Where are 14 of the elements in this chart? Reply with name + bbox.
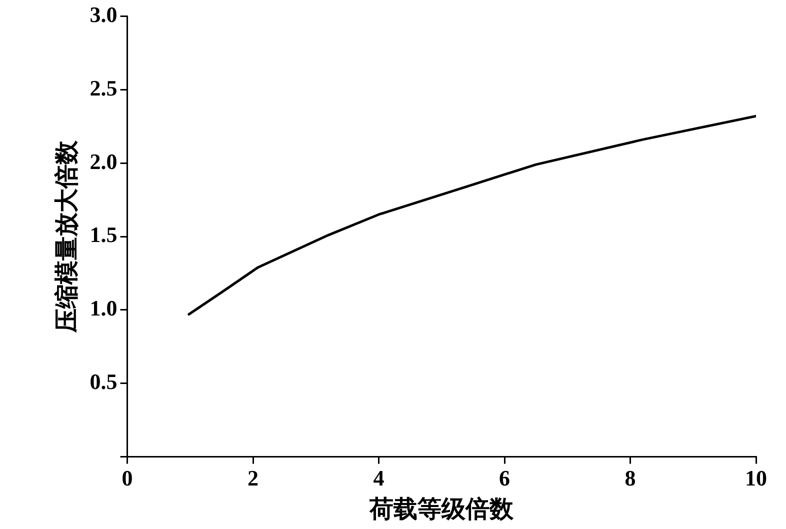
x-tick-label: 0 — [122, 466, 133, 491]
y-tick-label: 1.0 — [90, 296, 118, 321]
x-tick-label: 2 — [248, 466, 259, 491]
y-tick-label: 1.5 — [90, 222, 118, 248]
y-tick-label: 0.5 — [90, 369, 118, 394]
y-tick-label: 2.0 — [90, 148, 118, 174]
y-tick-label: 2.5 — [90, 75, 118, 100]
x-tick-label: 10 — [745, 466, 767, 491]
x-tick-label: 8 — [624, 466, 636, 491]
x-tick-label: 6 — [499, 466, 510, 491]
y-tick-label: 3.0 — [90, 2, 118, 27]
x-tick-label: 4 — [373, 466, 384, 491]
x-axis-title: 荷载等级倍数 — [368, 496, 515, 523]
y-axis-title: 压缩模量放大倍数 — [54, 140, 81, 334]
